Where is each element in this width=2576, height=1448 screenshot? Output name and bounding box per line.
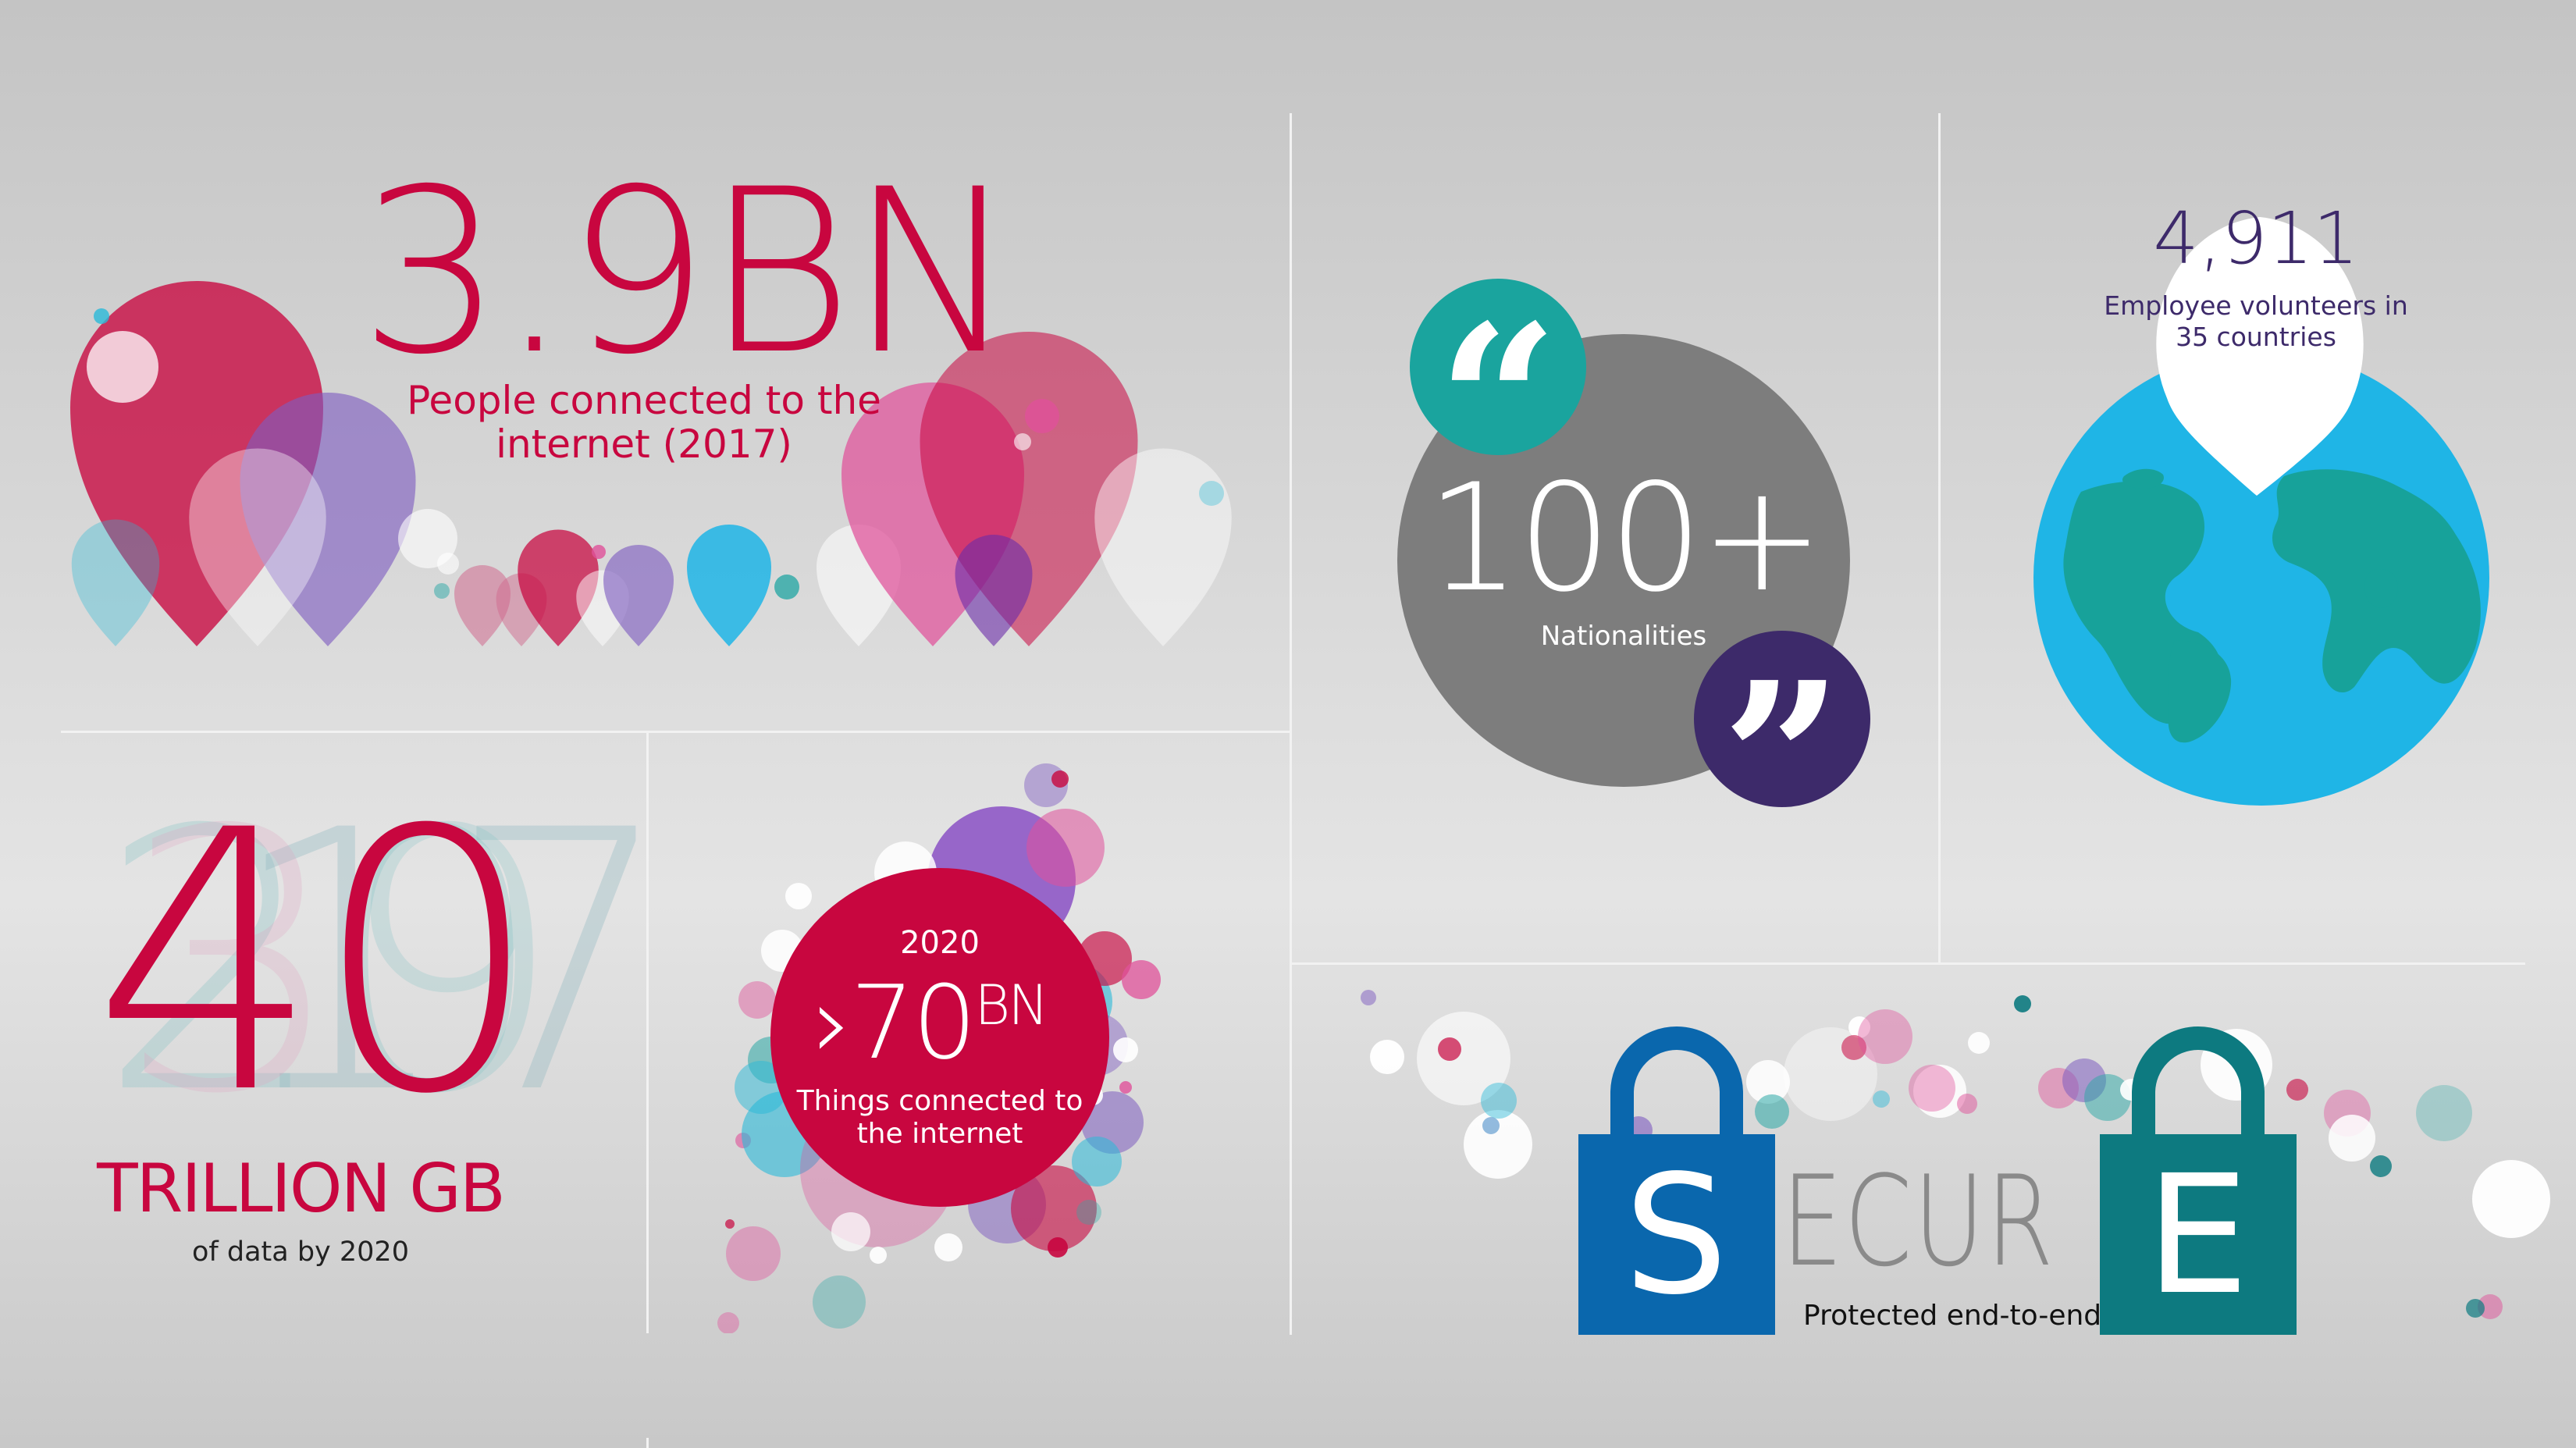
things-value: ›70BN [812, 972, 1049, 1073]
things-caption: Things connected to the internet [796, 1085, 1083, 1150]
padlock-icon [2100, 1026, 2297, 1335]
connected-people-caption: People connected to the internet (2017) [407, 378, 881, 467]
nationalities-value: 100+ [1426, 452, 1824, 624]
secure-bubbles [1361, 990, 2550, 1319]
map-pin-bubbles [70, 281, 1232, 646]
things-circle [770, 868, 1109, 1207]
ghost-number-3: 3 [117, 755, 346, 1172]
divider-v-bottom-stub [646, 1438, 649, 1448]
divider-v-middle [1290, 113, 1292, 1335]
volunteers-caption: Employee volunteers in 35 countries [2104, 290, 2408, 352]
secure-letter-e: E [2145, 1140, 2250, 1331]
padlock-icon [1578, 1026, 1775, 1335]
divider-v-left [646, 732, 649, 1333]
map-pin-icon [2156, 217, 2364, 496]
ghost-number-1: 20 [98, 755, 546, 1172]
secure-letter-s: S [1624, 1140, 1728, 1331]
things-number: 70 [850, 963, 977, 1082]
divider-h-left [61, 731, 1290, 733]
nationalities-caption: Nationalities [1540, 621, 1707, 652]
ghost-number-2: 17 [226, 755, 675, 1172]
divider-v-right [1938, 113, 1941, 964]
things-year: 2020 [900, 925, 980, 961]
data-volume-value: 40 [92, 755, 541, 1172]
things-prefix: › [812, 963, 852, 1082]
open-quote-glyph: “ [1437, 278, 1559, 526]
data-volume-caption: of data by 2020 [192, 1236, 409, 1268]
things-unit: BN [974, 973, 1048, 1037]
volunteers-value: 4,911 [2153, 197, 2359, 280]
ghost-number-4: 9 [336, 755, 564, 1172]
open-quote-icon [1410, 279, 1586, 455]
connected-people-value: 3.9BN [359, 141, 1018, 404]
secure-caption: Protected end-to-end [1803, 1300, 2102, 1332]
data-volume-unit: TRILLION GB [97, 1150, 506, 1228]
secure-middle-text: ECUR [1781, 1148, 2055, 1294]
close-quote-glyph: ” [1721, 635, 1843, 884]
globe-icon [2033, 217, 2489, 806]
close-quote-icon [1694, 631, 1870, 807]
divider-h-right [1292, 962, 2525, 965]
